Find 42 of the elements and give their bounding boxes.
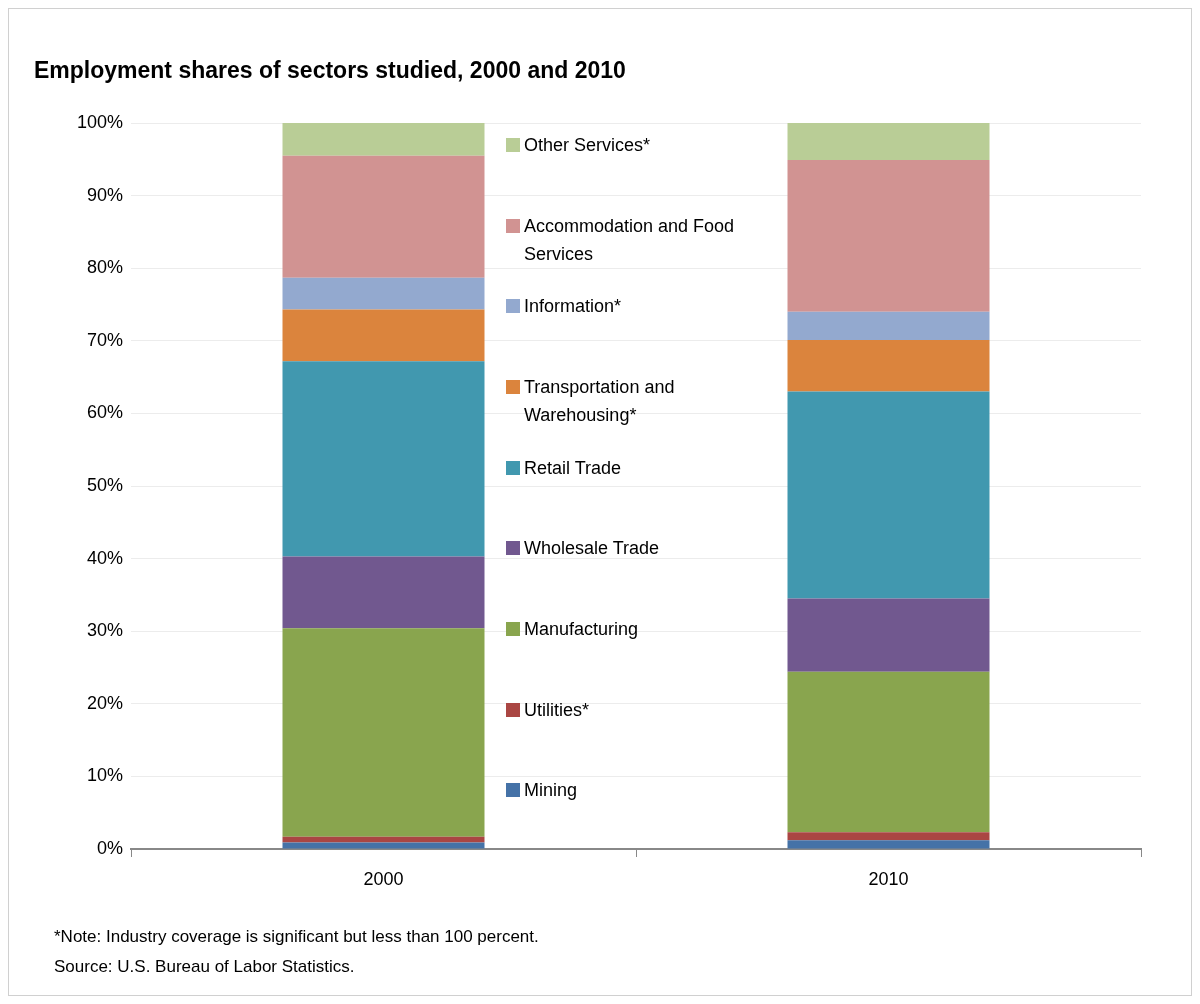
bar (787, 391, 990, 599)
legend-label: Utilities* (524, 698, 590, 722)
legend-label: Transportation and Warehousing* (524, 376, 676, 427)
bar (282, 628, 485, 837)
bar (787, 840, 990, 849)
y-tick-label: 0% (96, 837, 123, 858)
source-note: Source: U.S. Bureau of Labor Statistics. (54, 957, 355, 977)
bar (787, 340, 990, 392)
bar (787, 598, 990, 672)
bar (787, 832, 990, 841)
y-tick-label: 30% (86, 620, 123, 641)
y-tick-label: 80% (86, 257, 123, 278)
legend-label: Accommodation and Food Services (524, 214, 736, 266)
y-tick-label: 40% (86, 547, 123, 568)
bar (282, 155, 485, 278)
legend-label: Information* (524, 295, 622, 319)
bar (282, 556, 485, 629)
legend-label: Wholesale Trade (524, 537, 660, 561)
y-tick-label: 50% (86, 474, 123, 495)
legend-label: Retail Trade (524, 456, 622, 480)
bar (282, 361, 485, 557)
bar (282, 123, 485, 156)
legend-label: Mining (524, 779, 578, 803)
bar (282, 309, 485, 362)
bar (787, 123, 990, 161)
bar (787, 160, 990, 312)
bar (787, 671, 990, 833)
y-tick-label: 10% (86, 765, 123, 786)
y-tick-label: 70% (86, 329, 123, 350)
y-tick-label: 100% (76, 111, 123, 132)
y-tick-label: 90% (86, 184, 123, 205)
y-tick-label: 20% (86, 692, 123, 713)
bar (282, 842, 485, 849)
bar (787, 311, 990, 341)
x-tick-label: 2000 (363, 868, 404, 889)
y-tick-label: 60% (86, 402, 123, 423)
bar (282, 277, 485, 310)
legend-label: Manufacturing (524, 618, 639, 641)
legend-label: Other Services* (524, 134, 651, 157)
x-tick-label: 2010 (868, 868, 909, 889)
text: *Note: Industry coverage is significant but less than 100 percent. (54, 927, 539, 947)
chart-title: Employment shares of sectors studied, 2000 and 2010 (34, 57, 626, 84)
